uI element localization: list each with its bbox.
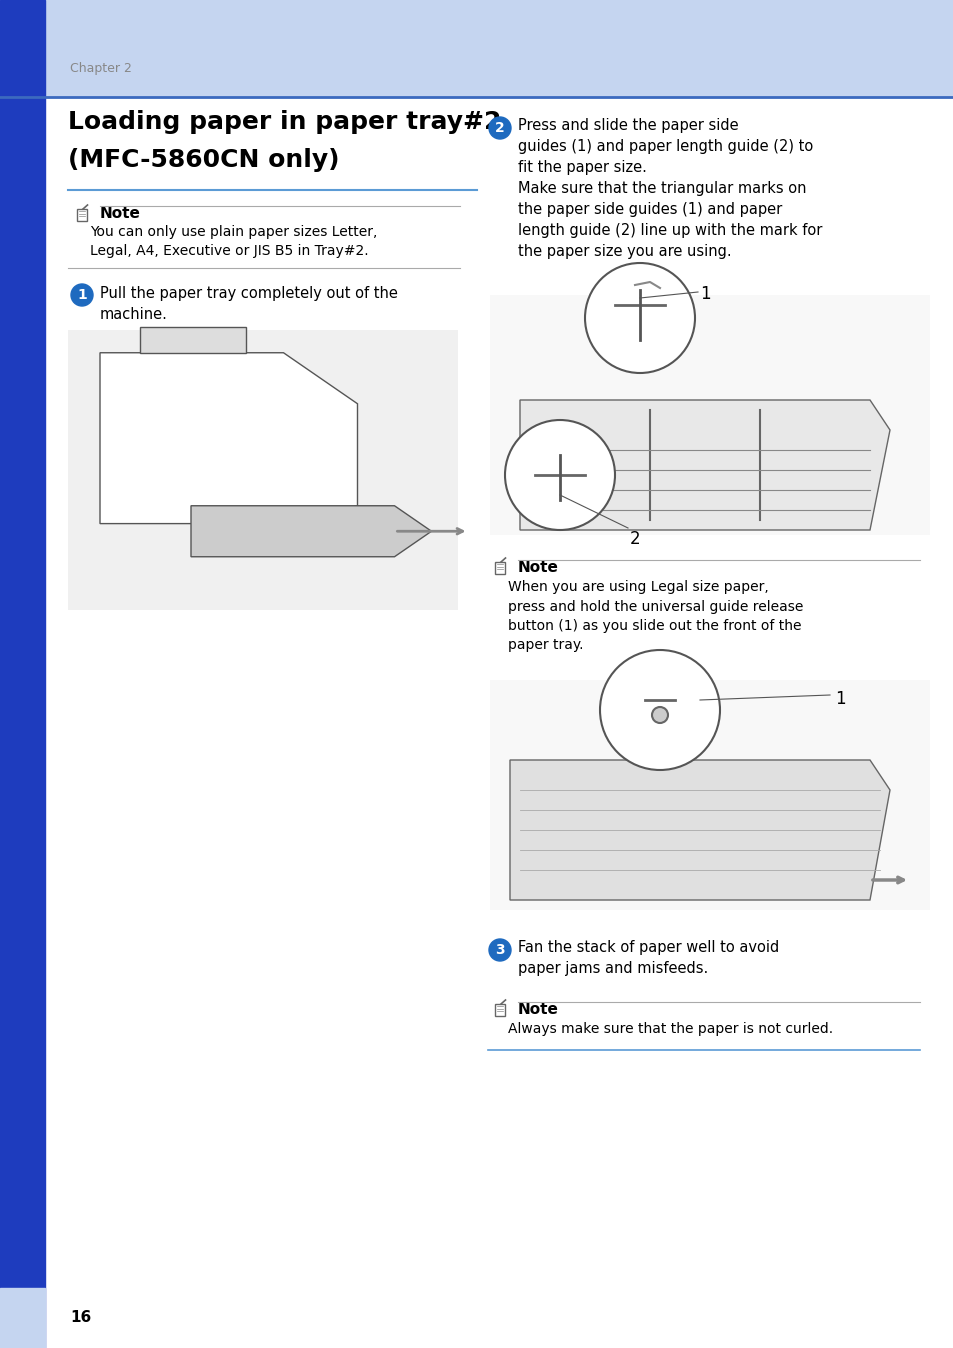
- Polygon shape: [140, 328, 246, 353]
- Circle shape: [489, 117, 511, 139]
- Bar: [495, 562, 504, 574]
- Text: 2: 2: [495, 121, 504, 135]
- Text: Pull the paper tray completely out of the
machine.: Pull the paper tray completely out of th…: [100, 286, 397, 322]
- Bar: [0, 0, 45, 97]
- Text: 1: 1: [834, 690, 844, 708]
- Bar: [68, 330, 457, 611]
- Text: Chapter 2: Chapter 2: [70, 62, 132, 75]
- Circle shape: [489, 940, 511, 961]
- Text: Press and slide the paper side
guides (1) and paper length guide (2) to
fit the : Press and slide the paper side guides (1…: [517, 119, 821, 259]
- Bar: [0, 1287, 45, 1348]
- Text: Loading paper in paper tray#2: Loading paper in paper tray#2: [68, 111, 501, 133]
- Text: 1: 1: [77, 288, 87, 302]
- Circle shape: [71, 284, 92, 306]
- Text: Always make sure that the paper is not curled.: Always make sure that the paper is not c…: [507, 1022, 832, 1037]
- Text: 16: 16: [70, 1310, 91, 1325]
- Polygon shape: [191, 506, 431, 557]
- Text: 3: 3: [495, 944, 504, 957]
- Bar: [490, 679, 929, 910]
- Polygon shape: [510, 760, 889, 900]
- Text: When you are using Legal size paper,
press and hold the universal guide release
: When you are using Legal size paper, pre…: [507, 580, 802, 652]
- Text: (MFC-5860CN only): (MFC-5860CN only): [68, 148, 339, 173]
- Text: Note: Note: [100, 206, 141, 221]
- Circle shape: [584, 263, 695, 373]
- Text: 2: 2: [629, 530, 640, 549]
- Text: You can only use plain paper sizes Letter,
Legal, A4, Executive or JIS B5 in Tra: You can only use plain paper sizes Lette…: [90, 225, 377, 259]
- Polygon shape: [519, 400, 889, 530]
- Circle shape: [504, 421, 615, 530]
- Bar: [0, 97, 45, 1348]
- Text: Note: Note: [517, 1002, 558, 1016]
- Bar: [495, 1004, 504, 1016]
- Text: Fan the stack of paper well to avoid
paper jams and misfeeds.: Fan the stack of paper well to avoid pap…: [517, 940, 779, 976]
- Circle shape: [651, 706, 667, 723]
- Text: Note: Note: [517, 559, 558, 576]
- Text: 1: 1: [700, 284, 710, 303]
- Bar: [0, 0, 953, 97]
- Circle shape: [599, 650, 720, 770]
- Bar: [490, 295, 929, 535]
- Polygon shape: [100, 353, 357, 523]
- Bar: [77, 209, 87, 221]
